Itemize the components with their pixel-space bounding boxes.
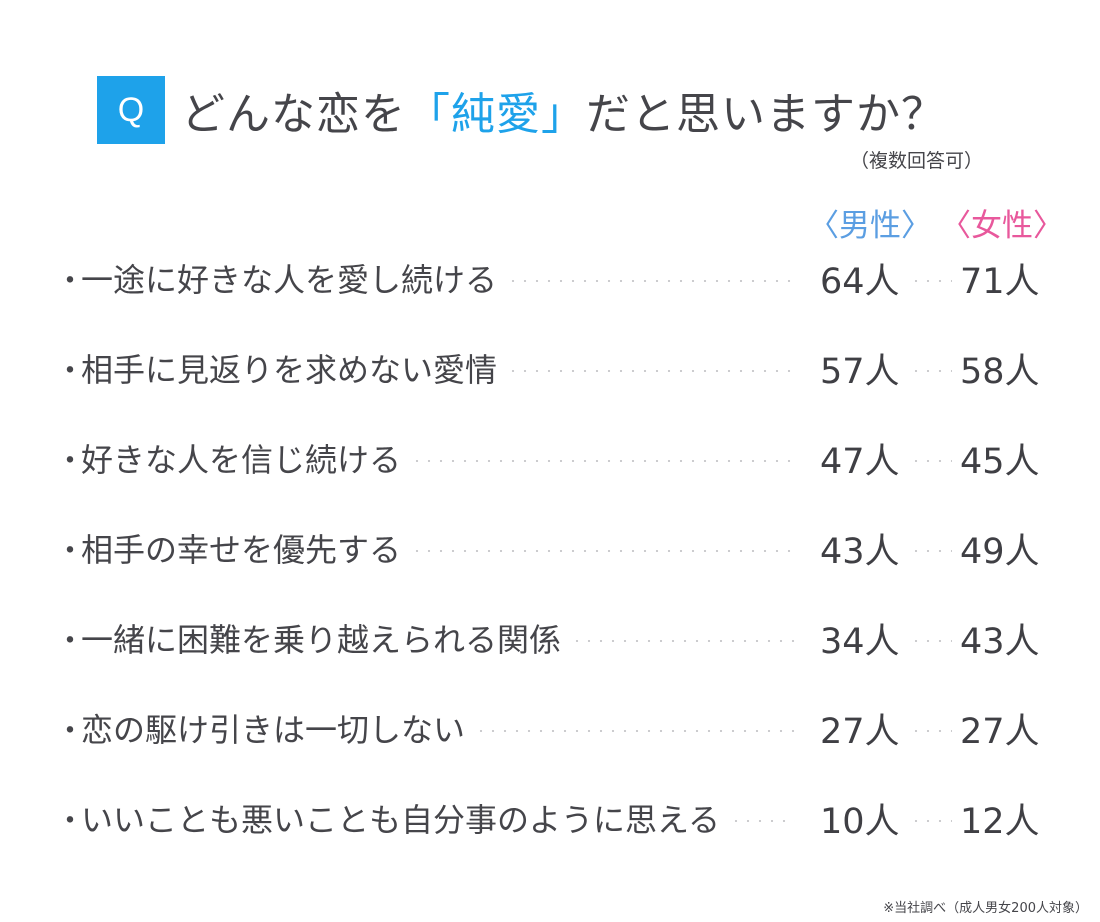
dotted-leader <box>411 550 795 552</box>
bullet: ・ <box>55 354 85 389</box>
dotted-leader <box>910 730 952 732</box>
male-count: 43人 <box>820 531 900 572</box>
result-row: ・いいことも悪いことも自分事のように思える 10人 12人 <box>55 790 1055 846</box>
female-count: 58人 <box>960 351 1040 392</box>
female-count: 12人 <box>960 801 1040 842</box>
male-count: 57人 <box>820 351 900 392</box>
result-row: ・恋の駆け引きは一切しない 27人 27人 <box>55 700 1055 756</box>
male-count: 10人 <box>820 801 900 842</box>
result-row: ・相手の幸せを優先する 43人 49人 <box>55 520 1055 576</box>
bullet: ・ <box>55 714 85 749</box>
dotted-leader <box>910 370 952 372</box>
legend-female: 〈女性〉 <box>940 208 1064 244</box>
title-before: どんな恋を <box>181 89 406 140</box>
male-count: 27人 <box>820 711 900 752</box>
question-header: Q どんな恋を「純愛」だと思いますか？ <box>97 76 946 144</box>
dotted-leader <box>507 280 795 282</box>
male-count: 64人 <box>820 261 900 302</box>
dotted-leader <box>571 640 795 642</box>
dotted-leader <box>411 460 795 462</box>
result-row: ・相手に見返りを求めない愛情 57人 58人 <box>55 340 1055 396</box>
female-count: 43人 <box>960 621 1040 662</box>
dotted-leader <box>910 640 952 642</box>
q-badge: Q <box>97 76 165 144</box>
dotted-leader <box>910 550 952 552</box>
title-accent: 「純愛」 <box>406 89 586 140</box>
question-title: どんな恋を「純愛」だと思いますか？ <box>181 78 946 142</box>
title-after: だと思いますか？ <box>586 89 946 140</box>
bullet: ・ <box>55 444 85 479</box>
row-label: 好きな人を信じ続ける <box>81 441 402 479</box>
male-count: 34人 <box>820 621 900 662</box>
bullet: ・ <box>55 804 85 839</box>
row-label: 相手に見返りを求めない愛情 <box>81 351 498 389</box>
row-label: 相手の幸せを優先する <box>81 531 402 569</box>
female-count: 71人 <box>960 261 1040 302</box>
dotted-leader <box>507 370 795 372</box>
multiple-answer-note: （複数回答可） <box>850 150 984 172</box>
result-row: ・一緒に困難を乗り越えられる関係 34人 43人 <box>55 610 1055 666</box>
male-count: 47人 <box>820 441 900 482</box>
bullet: ・ <box>55 534 85 569</box>
row-label: いいことも悪いことも自分事のように思える <box>81 801 721 839</box>
dotted-leader <box>730 820 795 822</box>
dotted-leader <box>910 460 952 462</box>
row-label: 恋の駆け引きは一切しない <box>81 711 466 749</box>
bullet: ・ <box>55 264 85 299</box>
result-row: ・好きな人を信じ続ける 47人 45人 <box>55 430 1055 486</box>
row-label: 一途に好きな人を愛し続ける <box>81 261 498 299</box>
result-row: ・一途に好きな人を愛し続ける 64人 71人 <box>55 250 1055 306</box>
dotted-leader <box>910 820 952 822</box>
dotted-leader <box>910 280 952 282</box>
female-count: 49人 <box>960 531 1040 572</box>
survey-footnote: ※当社調べ（成人男女200人対象） <box>883 901 1088 916</box>
female-count: 27人 <box>960 711 1040 752</box>
female-count: 45人 <box>960 441 1040 482</box>
dotted-leader <box>475 730 795 732</box>
legend-male: 〈男性〉 <box>808 208 932 244</box>
row-label: 一緒に困難を乗り越えられる関係 <box>81 621 562 659</box>
bullet: ・ <box>55 624 85 659</box>
